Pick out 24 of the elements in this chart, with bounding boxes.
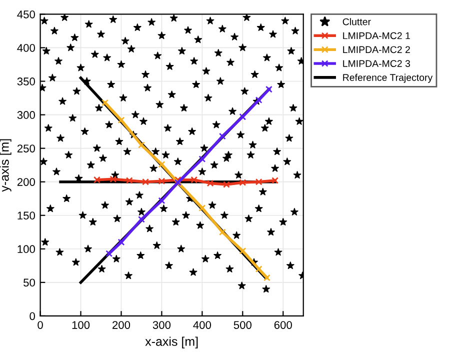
x-tick-label: 400 [193,321,212,329]
legend-label: LMIPDA-MC2 3 [343,60,410,67]
x-axis-title: x-axis [m] [145,336,198,348]
y-tick-label: 400 [17,44,35,52]
legend-label: LMIPDA-MC2 1 [343,32,410,40]
x-tick-label: 500 [234,321,252,329]
legend-label: Clutter [342,18,371,26]
y-tick-label: 50 [24,278,35,287]
x-tick-label: 200 [112,321,130,329]
x-tick-label: 300 [152,321,171,329]
y-tick-label: 200 [17,178,35,186]
legend-label: Reference Trajectory [343,74,433,83]
y-tick-label: 250 [17,144,35,152]
y-tick-label: 150 [18,212,35,220]
legend-label: LMIPDA-MC2 2 [343,46,410,54]
x-tick-label: 600 [274,321,292,329]
y-axis-title: y-axis [m] [0,139,12,192]
y-tick-label: 450 [17,10,35,18]
y-tick-label: 0 [30,312,35,320]
x-tick-label: 0 [38,321,43,329]
y-tick-label: 350 [17,78,35,86]
y-tick-label: 300 [17,111,35,119]
x-tick-label: 100 [72,321,90,329]
y-tick-label: 100 [18,245,35,254]
